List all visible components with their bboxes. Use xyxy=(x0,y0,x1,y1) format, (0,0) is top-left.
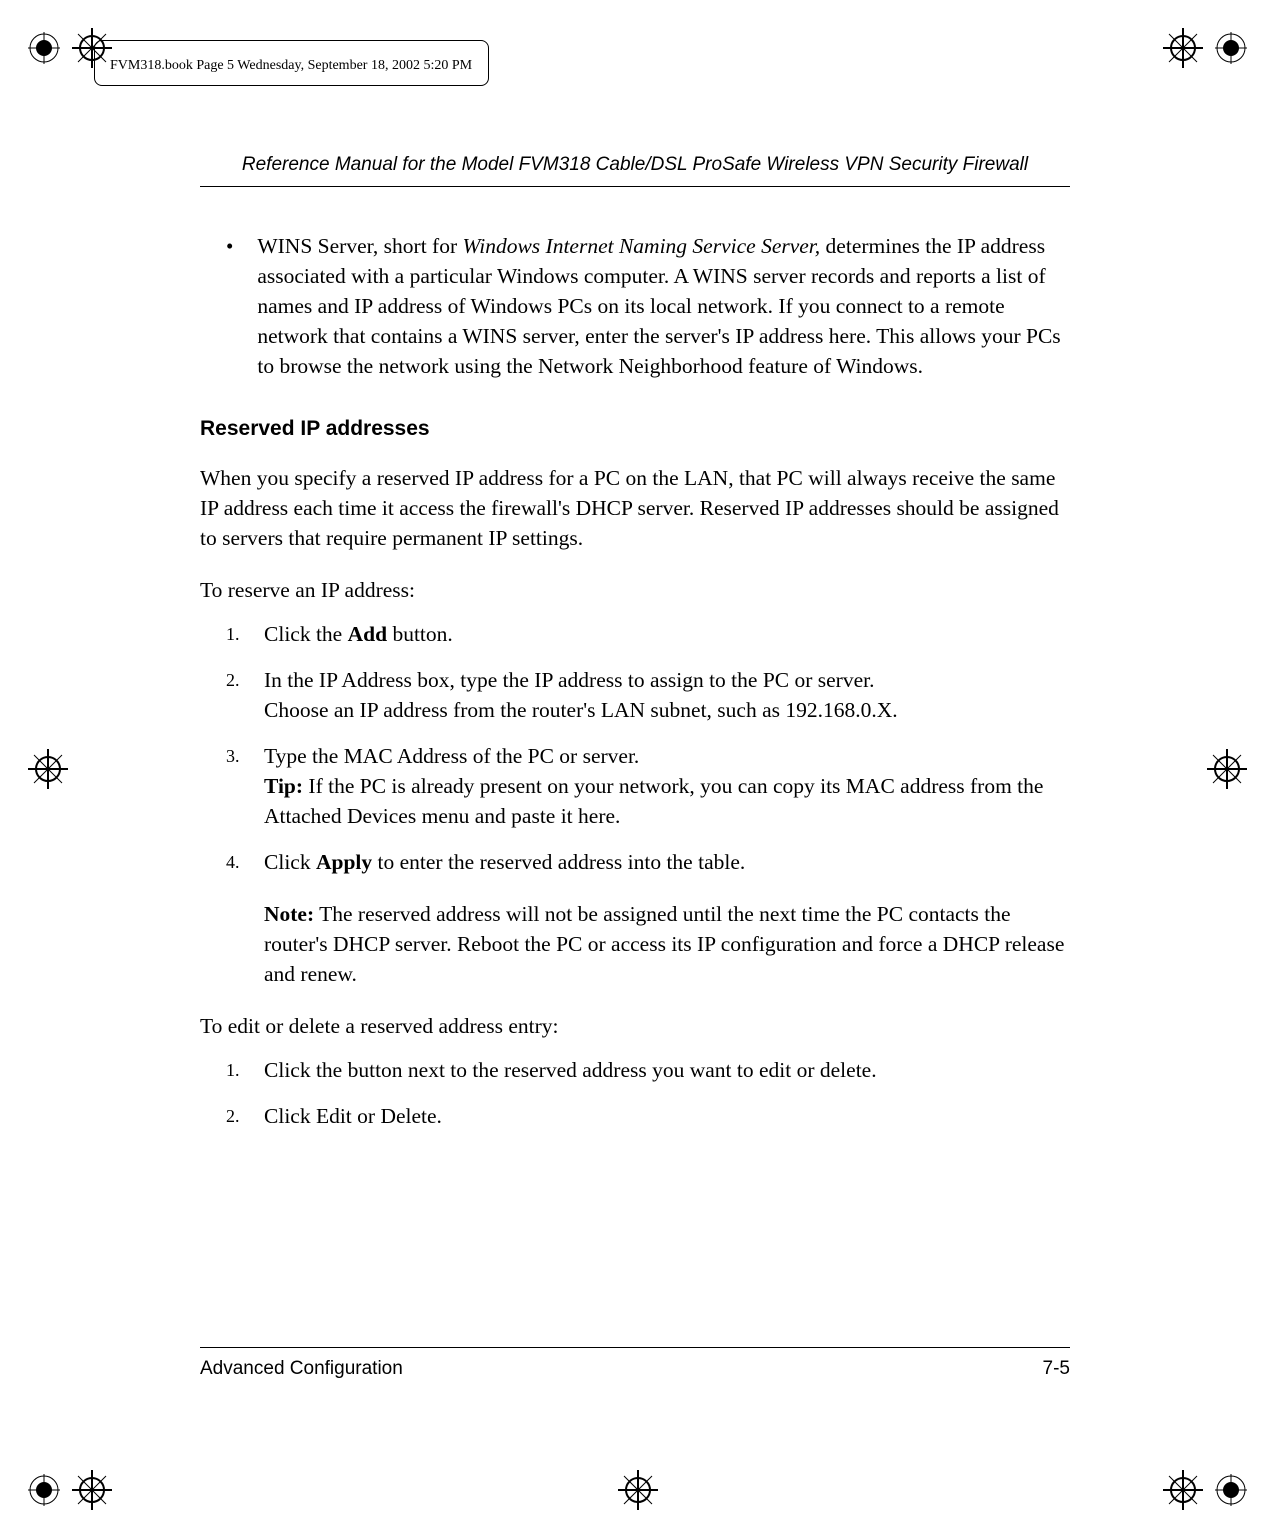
procedure-lead: To reserve an IP address: xyxy=(200,575,1070,605)
footer-rule xyxy=(200,1347,1070,1348)
step-body: Click Apply to enter the reserved addres… xyxy=(264,847,1070,877)
step-body: Click Edit or Delete. xyxy=(264,1101,1070,1131)
text: to enter the reserved address into the t… xyxy=(372,850,745,874)
page-footer: Advanced Configuration 7-5 xyxy=(200,1358,1070,1380)
note-body: The reserved address will not be assigne… xyxy=(264,902,1064,986)
step-number: 3. xyxy=(226,741,244,831)
bullet-text: WINS Server, short for Windows Internet … xyxy=(257,231,1070,381)
step-body: Type the MAC Address of the PC or server… xyxy=(264,741,1070,831)
list-item: 2. Click Edit or Delete. xyxy=(226,1101,1070,1131)
crop-mark-icon xyxy=(1163,28,1247,68)
crop-mark-icon xyxy=(1207,749,1247,789)
step-body: In the IP Address box, type the IP addre… xyxy=(264,665,1070,725)
list-item: 1. Click the button next to the reserved… xyxy=(226,1055,1070,1085)
intro-paragraph: When you specify a reserved IP address f… xyxy=(200,463,1070,553)
page: FVM318.book Page 5 Wednesday, September … xyxy=(0,0,1275,1538)
step-body: Click the button next to the reserved ad… xyxy=(264,1055,1070,1085)
italic-term: Windows Internet Naming Service Server, xyxy=(463,234,821,258)
text: Click xyxy=(264,850,316,874)
text: If the PC is already present on your net… xyxy=(264,774,1043,828)
step-number: 1. xyxy=(226,619,244,649)
procedure-lead: To edit or delete a reserved address ent… xyxy=(200,1011,1070,1041)
text: WINS Server, short for xyxy=(257,234,462,258)
crop-mark-icon xyxy=(618,1470,658,1510)
list-item: 2. In the IP Address box, type the IP ad… xyxy=(226,665,1070,725)
running-head: Reference Manual for the Model FVM318 Ca… xyxy=(200,154,1070,187)
bullet-item: • WINS Server, short for Windows Interne… xyxy=(200,231,1070,381)
step-number: 4. xyxy=(226,847,244,877)
step-number: 2. xyxy=(226,1101,244,1131)
ui-label-bold: Add xyxy=(348,622,387,646)
print-meta-text: FVM318.book Page 5 Wednesday, September … xyxy=(110,58,472,74)
tip-label: Tip: xyxy=(264,774,303,798)
step-number: 1. xyxy=(226,1055,244,1085)
footer-section-name: Advanced Configuration xyxy=(200,1358,403,1380)
ui-label-bold: Apply xyxy=(316,850,372,874)
footer-page-number: 7-5 xyxy=(1043,1358,1070,1380)
edit-steps: 1. Click the button next to the reserved… xyxy=(200,1055,1070,1131)
step-body: Click the Add button. xyxy=(264,619,1070,649)
text: Type the MAC Address of the PC or server… xyxy=(264,744,639,768)
text: Click the xyxy=(264,622,348,646)
text: Choose an IP address from the router's L… xyxy=(264,698,898,722)
list-item: 1. Click the Add button. xyxy=(226,619,1070,649)
bullet-marker: • xyxy=(226,231,233,381)
note-block: Note: The reserved address will not be a… xyxy=(200,899,1070,989)
crop-mark-icon xyxy=(28,749,68,789)
list-item: 3. Type the MAC Address of the PC or ser… xyxy=(226,741,1070,831)
reserve-steps: 1. Click the Add button. 2. In the IP Ad… xyxy=(200,619,1070,877)
crop-mark-icon xyxy=(28,1470,112,1510)
step-number: 2. xyxy=(226,665,244,725)
text: button. xyxy=(387,622,453,646)
section-heading: Reserved IP addresses xyxy=(200,417,1070,441)
text: In the IP Address box, type the IP addre… xyxy=(264,668,874,692)
list-item: 4. Click Apply to enter the reserved add… xyxy=(226,847,1070,877)
note-label: Note: xyxy=(264,902,314,926)
page-body: Reference Manual for the Model FVM318 Ca… xyxy=(200,154,1070,1394)
crop-mark-icon xyxy=(1163,1470,1247,1510)
